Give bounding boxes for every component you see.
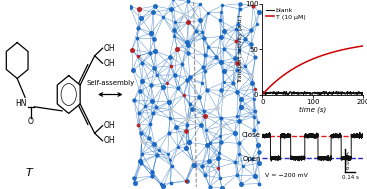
blank (315, 91, 319, 94)
Text: OH: OH (104, 121, 116, 130)
blank (308, 91, 313, 94)
Text: Self-assembly: Self-assembly (86, 80, 134, 86)
Text: T: T (26, 168, 32, 178)
X-axis label: time (s): time (s) (299, 106, 327, 113)
blank (344, 93, 348, 95)
Text: 0.14 s: 0.14 s (342, 175, 359, 180)
T (10 μM) (315, 56, 319, 58)
Text: Close: Close (242, 132, 261, 138)
Text: OH: OH (104, 136, 116, 145)
Line: T (10 μM): T (10 μM) (262, 46, 363, 94)
blank (326, 94, 330, 97)
Y-axis label: Transport activity (a.u.): Transport activity (a.u.) (238, 15, 243, 83)
T (10 μM) (343, 48, 347, 50)
Legend: blank, T (10 μM): blank, T (10 μM) (266, 7, 306, 20)
T (10 μM) (308, 59, 313, 61)
Text: V = −200 mV: V = −200 mV (265, 173, 308, 178)
blank (359, 93, 363, 95)
T (10 μM) (309, 59, 313, 61)
T (10 μM) (260, 93, 265, 96)
T (10 μM) (361, 45, 366, 47)
blank (260, 92, 265, 94)
blank (309, 92, 313, 94)
Text: O: O (28, 117, 34, 126)
Text: Open: Open (242, 156, 261, 162)
blank (334, 90, 338, 92)
Text: OH: OH (104, 59, 116, 68)
Text: 6.0 pA: 6.0 pA (346, 152, 350, 169)
Line: blank: blank (262, 91, 363, 95)
T (10 μM) (320, 54, 325, 57)
blank (361, 91, 366, 94)
Text: OH: OH (104, 44, 116, 53)
blank (320, 92, 325, 94)
Text: HN: HN (15, 99, 27, 108)
T (10 μM) (359, 45, 363, 47)
